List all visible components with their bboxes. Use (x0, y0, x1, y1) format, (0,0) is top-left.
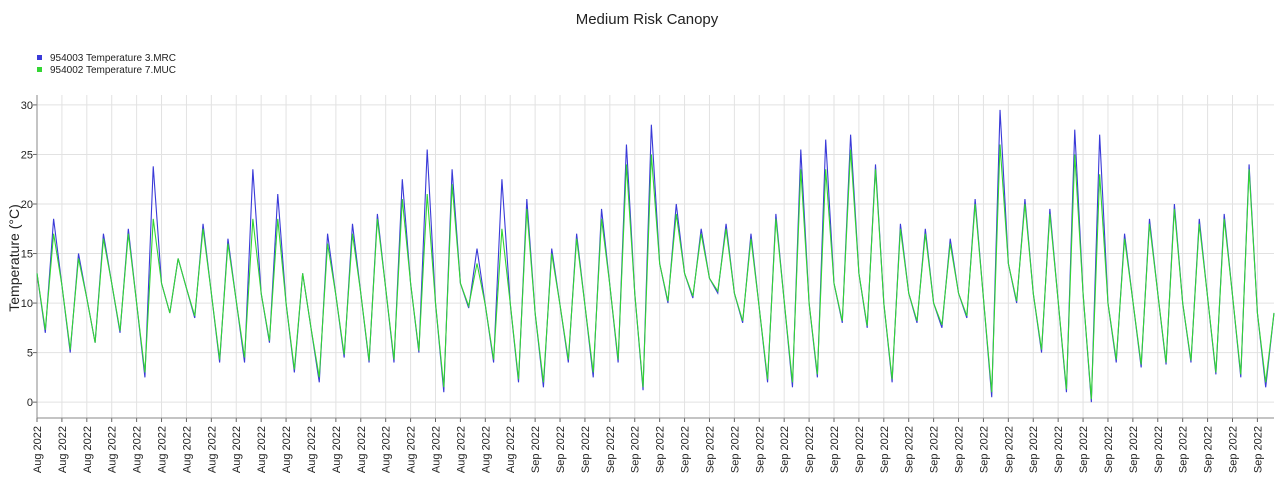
x-tick-label: Sep 2022 (605, 426, 617, 473)
x-tick-label: Sep 2022 (630, 426, 642, 473)
x-tick-label: Sep 2022 (580, 426, 592, 473)
x-tick-label: Aug 2022 (356, 426, 368, 473)
x-tick-label: Sep 2022 (1028, 426, 1040, 473)
y-tick-label: 15 (21, 249, 33, 261)
y-tick-label: 30 (21, 100, 33, 112)
y-tick-label: 10 (21, 298, 33, 310)
x-tick-label: Sep 2022 (1178, 426, 1190, 473)
x-tick-label: Sep 2022 (1128, 426, 1140, 473)
x-tick-label: Sep 2022 (1227, 426, 1239, 473)
legend-swatch (37, 67, 42, 72)
x-tick-label: Sep 2022 (954, 426, 966, 473)
x-tick-label: Sep 2022 (530, 426, 542, 473)
x-tick-label: Aug 2022 (455, 426, 467, 473)
y-axis-label: Temperature (°C) (6, 204, 22, 312)
x-tick-label: Aug 2022 (157, 426, 169, 473)
x-tick-label: Sep 2022 (1103, 426, 1115, 473)
legend-swatch (37, 55, 42, 60)
x-tick-label: Aug 2022 (430, 426, 442, 473)
series-line (36, 144, 1275, 400)
x-tick-label: Sep 2022 (879, 426, 891, 473)
x-tick-label: Sep 2022 (779, 426, 791, 473)
x-tick-label: Aug 2022 (306, 426, 318, 473)
x-tick-label: Aug 2022 (82, 426, 94, 473)
x-tick-label: Aug 2022 (107, 426, 119, 473)
chart-title: Medium Risk Canopy (576, 11, 719, 28)
x-tick-label: Sep 2022 (1153, 426, 1165, 473)
x-tick-label: Aug 2022 (32, 426, 44, 473)
x-tick-label: Sep 2022 (804, 426, 816, 473)
x-tick-label: Sep 2022 (680, 426, 692, 473)
x-tick-label: Aug 2022 (57, 426, 69, 473)
x-tick-label: Sep 2022 (754, 426, 766, 473)
x-tick-label: Sep 2022 (929, 426, 941, 473)
x-tick-label: Aug 2022 (331, 426, 343, 473)
legend-label: 954003 Temperature 3.MRC (50, 53, 176, 64)
x-tick-label: Sep 2022 (729, 426, 741, 473)
y-tick-label: 0 (27, 397, 33, 409)
x-tick-label: Aug 2022 (381, 426, 393, 473)
y-tick-label: 25 (21, 149, 33, 161)
x-tick-label: Sep 2022 (1252, 426, 1264, 473)
x-tick-label: Aug 2022 (281, 426, 293, 473)
legend-label: 954002 Temperature 7.MUC (50, 65, 176, 76)
x-tick-label: Aug 2022 (480, 426, 492, 473)
x-tick-label: Aug 2022 (181, 426, 193, 473)
x-tick-label: Aug 2022 (505, 426, 517, 473)
y-tick-label: 5 (27, 348, 33, 360)
x-tick-label: Sep 2022 (978, 426, 990, 473)
x-tick-label: Aug 2022 (132, 426, 144, 473)
x-tick-label: Aug 2022 (406, 426, 418, 473)
x-tick-label: Sep 2022 (1203, 426, 1215, 473)
x-tick-label: Sep 2022 (1003, 426, 1015, 473)
x-tick-label: Aug 2022 (206, 426, 218, 473)
x-tick-label: Sep 2022 (655, 426, 667, 473)
x-tick-label: Sep 2022 (854, 426, 866, 473)
x-tick-label: Sep 2022 (829, 426, 841, 473)
x-tick-label: Aug 2022 (256, 426, 268, 473)
x-tick-label: Sep 2022 (555, 426, 567, 473)
x-tick-label: Sep 2022 (1053, 426, 1065, 473)
x-tick-label: Aug 2022 (231, 426, 243, 473)
x-tick-label: Sep 2022 (1078, 426, 1090, 473)
y-tick-label: 20 (21, 199, 33, 211)
x-tick-label: Sep 2022 (704, 426, 716, 473)
x-tick-label: Sep 2022 (904, 426, 916, 473)
